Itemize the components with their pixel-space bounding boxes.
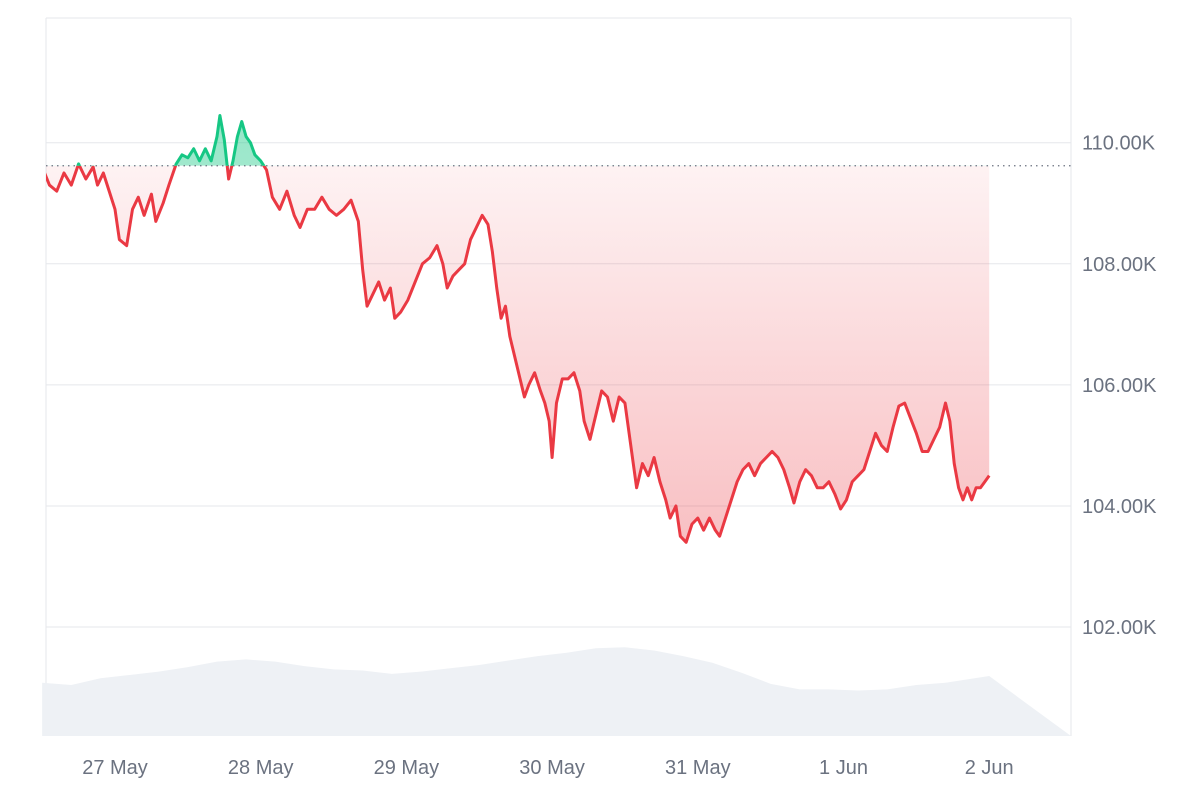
volume-area-group	[42, 647, 1071, 736]
above-baseline-area	[77, 115, 264, 166]
y-tick-label: 104.00K	[1082, 496, 1157, 518]
price-line-group	[46, 113, 991, 544]
y-tick-label: 108.00K	[1082, 254, 1157, 276]
x-tick-label: 27 May	[82, 757, 148, 779]
y-tick-label: 102.00K	[1082, 617, 1157, 639]
below-baseline-area	[46, 165, 990, 543]
x-tick-label: 28 May	[228, 757, 294, 779]
price-line-above	[76, 113, 266, 166]
x-tick-label: 2 Jun	[965, 757, 1014, 779]
price-area-group	[46, 115, 990, 543]
price-line-below	[46, 165, 991, 544]
x-tick-label: 1 Jun	[819, 757, 868, 779]
x-tick-label: 31 May	[665, 757, 731, 779]
volume-area	[42, 647, 1071, 736]
x-tick-label: 30 May	[519, 757, 585, 779]
x-axis-ticks: 27 May 28 May 29 May 30 May 31 May 1 Jun 2 Jun	[82, 757, 1013, 779]
y-tick-label: 110.00K	[1082, 133, 1156, 155]
y-axis-ticks: 102.00K 104.00K 106.00K 108.00K 110.00K	[1082, 133, 1157, 639]
y-tick-label: 106.00K	[1082, 375, 1157, 397]
x-tick-label: 29 May	[374, 757, 440, 779]
